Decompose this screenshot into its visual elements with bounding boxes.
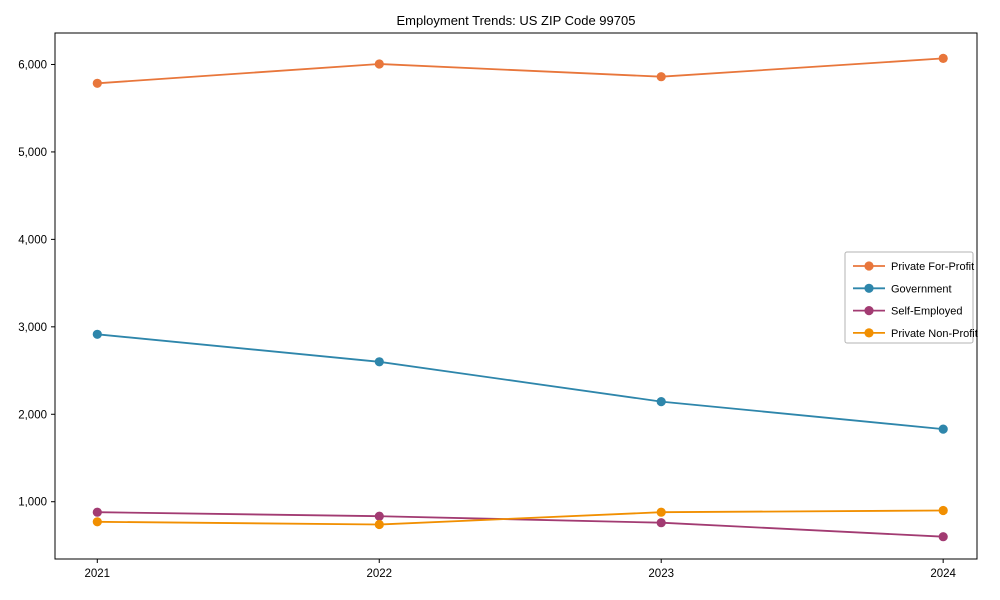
- x-tick-label: 2023: [648, 568, 674, 580]
- y-tick-label: 4,000: [18, 234, 47, 246]
- y-tick-label: 2,000: [18, 409, 47, 421]
- legend-label: Self-Employed: [891, 306, 963, 318]
- legend-marker: [864, 261, 874, 271]
- legend-label: Private For-Profit: [891, 261, 974, 273]
- y-tick-label: 3,000: [18, 322, 47, 334]
- plot-border: [54, 32, 978, 560]
- data-point: [92, 517, 102, 527]
- legend-box: [844, 251, 974, 344]
- data-point: [938, 424, 948, 434]
- series-line-private-for-profit: [97, 57, 944, 85]
- data-point: [374, 357, 384, 367]
- series-line-private-non-profit: [97, 509, 944, 526]
- data-point: [656, 72, 666, 82]
- legend-marker: [864, 306, 874, 316]
- data-point: [938, 53, 948, 64]
- series-line-government: [97, 333, 944, 430]
- data-point: [938, 505, 948, 516]
- legend-marker: [864, 328, 874, 338]
- x-tick-label: 2024: [930, 568, 956, 580]
- y-tick-label: 1,000: [18, 497, 47, 509]
- data-point: [938, 532, 948, 542]
- y-tick-label: 6,000: [18, 59, 47, 71]
- x-tick-label: 2022: [366, 568, 392, 580]
- legend-label: Government: [891, 283, 952, 295]
- legend-label: Private Non-Profit: [891, 328, 978, 340]
- data-point: [92, 78, 102, 88]
- x-tick-label: 2021: [84, 568, 110, 580]
- series-line-self-employed: [97, 511, 944, 538]
- data-point: [374, 511, 384, 521]
- data-point: [92, 329, 102, 339]
- data-point: [92, 507, 102, 517]
- data-point: [656, 507, 666, 517]
- legend-marker: [864, 283, 874, 293]
- data-point: [374, 59, 384, 69]
- chart-title: Employment Trends: US ZIP Code 99705: [396, 13, 636, 28]
- data-point: [656, 397, 666, 407]
- data-point: [656, 518, 666, 528]
- y-tick-label: 5,000: [18, 147, 47, 159]
- data-point: [374, 519, 384, 530]
